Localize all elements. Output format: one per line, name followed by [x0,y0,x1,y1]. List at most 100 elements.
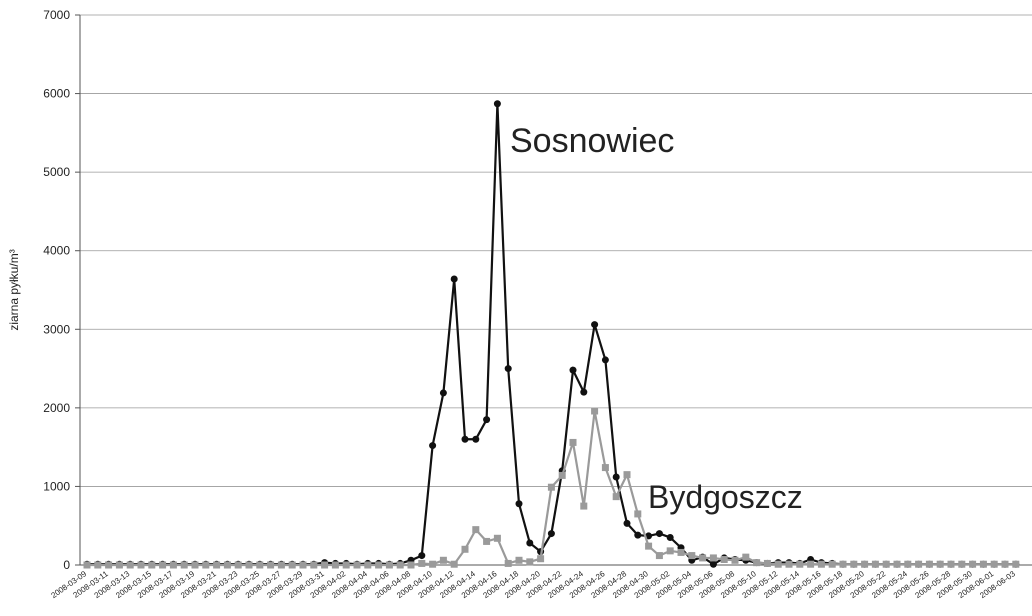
marker [882,560,890,568]
marker [828,560,836,568]
marker [94,561,102,569]
marker [677,548,685,556]
marker [947,560,955,568]
marker [785,560,793,568]
marker [515,556,523,564]
marker [169,561,177,569]
marker [688,552,696,560]
marker [353,561,361,569]
marker [234,561,242,569]
marker [655,552,663,560]
y-tick-label: 3000 [43,322,70,336]
marker [774,560,782,568]
marker [342,561,350,569]
marker [493,100,501,108]
y-axis-label: ziarna pyłku/m³ [7,249,21,330]
marker [115,561,123,569]
marker [256,561,264,569]
marker [288,561,296,569]
marker [472,526,480,534]
y-tick-label: 1000 [43,479,70,493]
marker [850,560,858,568]
marker [461,545,469,553]
y-tick-label: 4000 [43,244,70,258]
marker [904,560,912,568]
marker [429,560,437,568]
series-label: Sosnowiec [510,122,674,160]
marker [364,561,372,569]
marker [310,561,318,569]
marker [396,561,404,569]
marker [666,534,674,541]
marker [180,561,188,569]
marker [634,510,642,518]
marker [990,560,998,568]
marker [958,560,966,568]
marker [763,559,771,567]
marker [277,561,285,569]
marker [634,531,642,539]
marker [623,471,631,479]
marker [483,537,491,545]
marker [515,500,523,508]
marker [105,561,113,569]
marker [450,275,458,283]
marker [839,560,847,568]
series-label: Bydgoszcz [648,479,803,515]
series-line [87,103,1016,566]
marker [126,561,134,569]
marker [450,560,458,568]
marker [731,556,739,564]
marker [547,483,555,491]
marker [526,539,534,547]
marker [569,366,577,374]
marker [709,554,717,562]
marker [655,530,663,538]
marker [439,389,447,397]
marker [385,561,393,569]
marker [796,560,804,568]
marker [580,502,588,510]
y-tick-label: 5000 [43,165,70,179]
marker [526,558,534,566]
marker [202,561,210,569]
marker [915,560,923,568]
marker [623,519,631,527]
marker [666,547,674,555]
marker [979,560,987,568]
marker [429,442,437,450]
marker [861,560,869,568]
marker [601,464,609,472]
marker [569,438,577,446]
marker [612,473,620,481]
marker [137,561,145,569]
marker [321,561,329,569]
marker [418,559,426,567]
marker [407,561,415,569]
marker [1012,560,1020,568]
marker [267,561,275,569]
marker [472,435,480,443]
marker [720,556,728,563]
marker [645,542,653,550]
marker [612,493,620,501]
marker [742,553,750,561]
marker [1001,560,1009,568]
marker [375,561,383,569]
marker [699,554,707,562]
marker [893,560,901,568]
marker [807,560,815,568]
marker [483,416,491,424]
marker [591,407,599,415]
marker [148,561,156,569]
y-tick-label: 6000 [43,87,70,101]
marker [213,561,221,569]
marker [709,560,717,568]
marker [504,559,512,567]
marker [439,556,447,564]
marker [547,530,555,538]
marker [936,560,944,568]
marker [817,560,825,568]
marker [245,561,253,569]
